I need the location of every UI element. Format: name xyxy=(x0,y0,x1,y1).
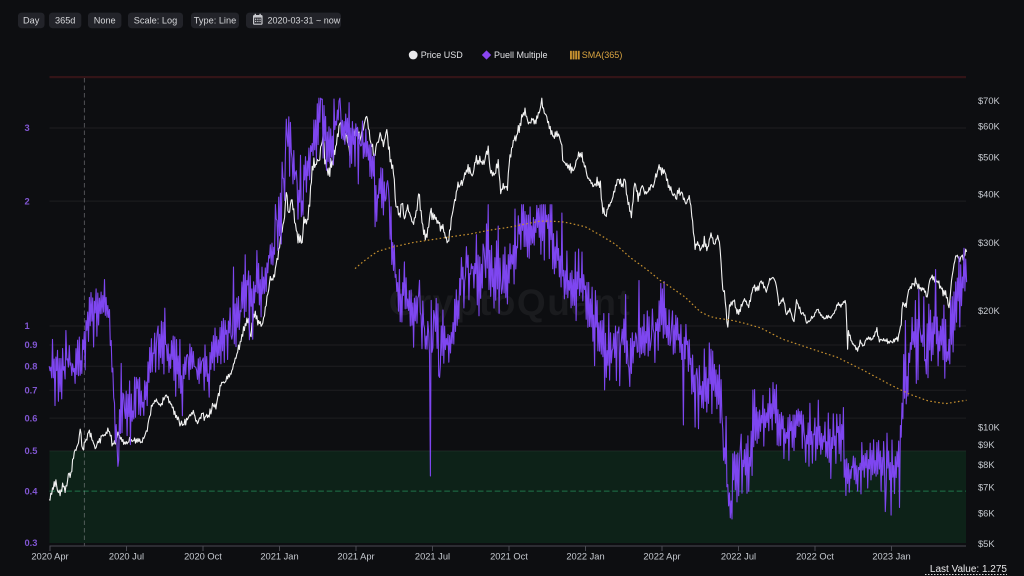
svg-text:0.6: 0.6 xyxy=(25,413,38,423)
svg-text:2022 Oct: 2022 Oct xyxy=(796,552,834,562)
svg-text:Puell Multiple: Puell Multiple xyxy=(494,50,548,60)
svg-text:SMA(365): SMA(365) xyxy=(582,50,623,60)
svg-text:0.8: 0.8 xyxy=(25,361,38,371)
svg-text:$20K: $20K xyxy=(978,306,1001,316)
svg-text:Price USD: Price USD xyxy=(421,50,464,60)
svg-text:Last Value: 1.275: Last Value: 1.275 xyxy=(930,564,1008,575)
svg-text:$7K: $7K xyxy=(978,482,995,492)
svg-text:2020 Jul: 2020 Jul xyxy=(109,552,144,562)
svg-text:2021 Jul: 2021 Jul xyxy=(415,552,450,562)
svg-text:$5K: $5K xyxy=(978,539,995,549)
svg-text:$6K: $6K xyxy=(978,508,995,518)
svg-text:Type: Line: Type: Line xyxy=(194,16,236,26)
svg-text:2020 Apr: 2020 Apr xyxy=(31,552,68,562)
svg-text:$50K: $50K xyxy=(978,152,1001,162)
svg-text:2: 2 xyxy=(25,196,30,206)
svg-text:$8K: $8K xyxy=(978,460,995,470)
svg-text:2021 Jan: 2021 Jan xyxy=(260,552,298,562)
svg-text:2020-03-31 ~ now: 2020-03-31 ~ now xyxy=(268,16,341,26)
svg-text:2021 Apr: 2021 Apr xyxy=(337,552,374,562)
svg-text:$9K: $9K xyxy=(978,440,995,450)
svg-text:2022 Jul: 2022 Jul xyxy=(721,552,756,562)
svg-text:2020 Oct: 2020 Oct xyxy=(184,552,222,562)
svg-text:365d: 365d xyxy=(55,16,75,26)
svg-text:$40K: $40K xyxy=(978,190,1001,200)
svg-text:$10K: $10K xyxy=(978,423,1001,433)
svg-text:None: None xyxy=(94,16,116,26)
svg-text:2023 Jan: 2023 Jan xyxy=(872,552,910,562)
svg-text:$30K: $30K xyxy=(978,238,1001,248)
svg-text:1: 1 xyxy=(25,321,30,331)
svg-text:$60K: $60K xyxy=(978,122,1001,132)
svg-text:Day: Day xyxy=(23,16,40,26)
svg-text:2021 Oct: 2021 Oct xyxy=(490,552,528,562)
svg-text:0.4: 0.4 xyxy=(25,486,39,496)
svg-text:3: 3 xyxy=(25,123,30,133)
svg-text:0.9: 0.9 xyxy=(25,340,38,350)
svg-text:Scale: Log: Scale: Log xyxy=(134,16,177,26)
svg-text:2022 Apr: 2022 Apr xyxy=(643,552,680,562)
svg-text:$70K: $70K xyxy=(978,96,1001,106)
svg-text:0.5: 0.5 xyxy=(25,446,38,456)
svg-text:0.3: 0.3 xyxy=(25,538,38,548)
svg-text:0.7: 0.7 xyxy=(25,386,38,396)
svg-text:2022 Jan: 2022 Jan xyxy=(566,552,604,562)
